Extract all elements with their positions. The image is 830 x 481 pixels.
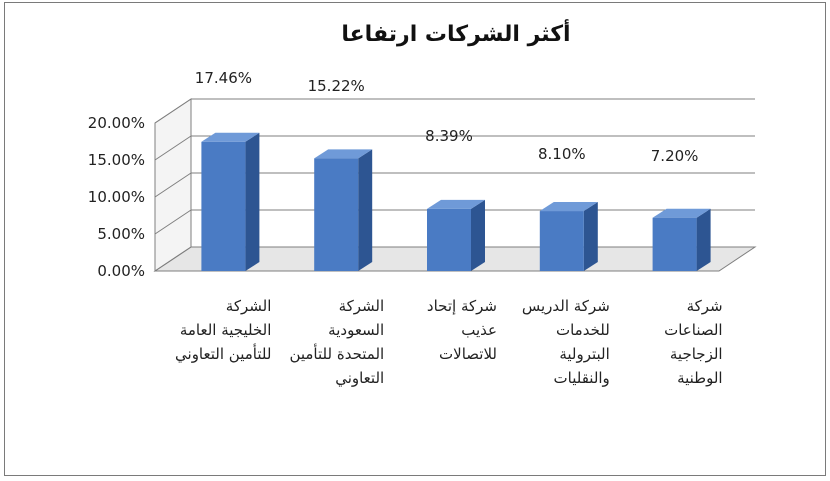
category-label: السعودية [328,321,384,339]
category-labels: الشركة الخليجية العامة للتأمين التعاوني الش… [175,297,723,388]
bar-front [201,141,246,271]
bar-front [427,208,471,271]
category-label: للاتصالات [439,345,497,363]
bar [652,208,711,271]
gridline-diagonal [154,98,192,124]
category-label: شركة الدريس [522,297,610,315]
data-label: 8.10% [538,145,586,163]
category-label: للخدمات [556,321,610,339]
category-label: الشركة [226,297,272,315]
bar-side [696,208,711,271]
gridline-diagonal [154,135,192,161]
category-label: للتأمين التعاوني [175,343,271,364]
y-tick-label: 20.00% [88,114,145,132]
data-label: 15.22% [308,77,365,95]
y-axis-ticks: 0.00% 5.00% 10.00% 15.00% 20.00% [88,114,145,280]
gridline-diagonal [154,172,192,198]
bar-top [201,132,260,142]
y-tick-label: 15.00% [88,151,145,169]
category-label: الوطنية [677,369,723,387]
chart-frame: أكثر الشركات ارتفاعا 0.00% 5.00% 10.00% 15.… [4,2,826,476]
bar-top [652,208,711,218]
bar-top [314,149,373,159]
bar-side [245,132,260,271]
bar-top [539,202,598,212]
data-labels: 17.46% 15.22% 8.39% 8.10% 7.20% [195,69,699,165]
bar-front [539,211,584,271]
y-tick-label: 10.00% [88,188,145,206]
category-label: البترولية [559,345,609,363]
category-label: الصناعات [664,321,722,339]
category-label: والنقليات [554,369,610,387]
bar-front [314,158,359,271]
data-label: 8.39% [425,127,473,145]
category-label: الزجاجية [670,345,723,363]
bar [427,199,485,271]
category-label: المتحدة للتأمين [289,343,384,363]
bar [201,132,260,271]
bars [201,132,711,271]
gridline-diagonal [154,246,192,272]
category-label: عذيب [461,321,497,339]
category-label: التعاوني [335,369,384,388]
category-label: الخليجية العامة [180,321,272,339]
y-tick-label: 5.00% [97,225,145,243]
bar-side [358,149,373,271]
chart-title: أكثر الشركات ارتفاعا [341,18,570,47]
data-label: 7.20% [651,147,699,165]
bar-top [427,199,485,209]
gridline-diagonal [154,209,192,235]
bar-side [583,202,598,271]
y-tick-label: 0.00% [97,262,145,280]
category-label: الشركة [339,297,385,315]
bar-side [471,199,485,271]
data-label: 17.46% [195,69,252,87]
bar-front [652,217,697,271]
bar [539,202,598,271]
chart-svg: أكثر الشركات ارتفاعا 0.00% 5.00% 10.00% 15.… [88,18,757,388]
category-label: شركة [687,297,723,315]
bar [314,149,373,271]
category-label: شركة إتحاد [427,297,497,315]
